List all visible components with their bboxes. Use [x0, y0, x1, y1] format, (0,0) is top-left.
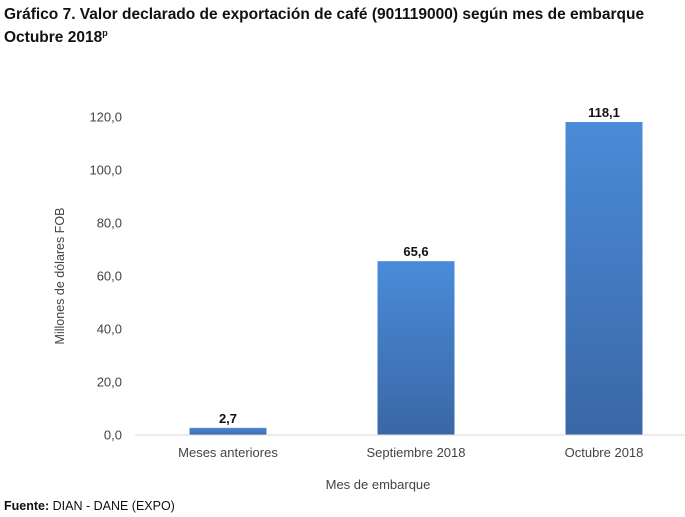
y-tick-label: 0,0	[104, 428, 122, 443]
bar	[565, 122, 643, 435]
title-line-1: Gráfico 7. Valor declarado de exportació…	[4, 6, 645, 23]
source-note: Fuente: DIAN - DANE (EXPO)	[4, 499, 175, 513]
x-axis-label: Mes de embarque	[326, 477, 431, 492]
y-tick-label: 20,0	[97, 375, 122, 390]
data-label: 2,7	[219, 411, 237, 426]
source-label: Fuente:	[4, 499, 50, 513]
y-tick-label: 80,0	[97, 216, 122, 231]
bar	[377, 261, 455, 435]
chart-title: Gráfico 7. Valor declarado de exportació…	[4, 5, 644, 47]
title-line-2: Octubre 2018p	[4, 24, 644, 47]
y-axis-label: Millones de dólares FOB	[53, 208, 67, 345]
x-tick-label: Octubre 2018	[565, 445, 644, 460]
title-period: Octubre 2018	[4, 29, 103, 47]
x-tick-label: Meses anteriores	[178, 445, 278, 460]
y-tick-label: 60,0	[97, 269, 122, 284]
y-tick-label: 40,0	[97, 322, 122, 337]
bar	[189, 427, 267, 435]
source-text: DIAN - DANE (EXPO)	[49, 499, 175, 513]
data-label: 65,6	[403, 244, 428, 259]
y-tick-label: 100,0	[89, 163, 122, 178]
data-label: 118,1	[588, 105, 620, 120]
preliminary-mark: p	[102, 28, 108, 38]
x-tick-label: Septiembre 2018	[366, 445, 465, 460]
y-tick-label: 120,0	[89, 110, 122, 125]
